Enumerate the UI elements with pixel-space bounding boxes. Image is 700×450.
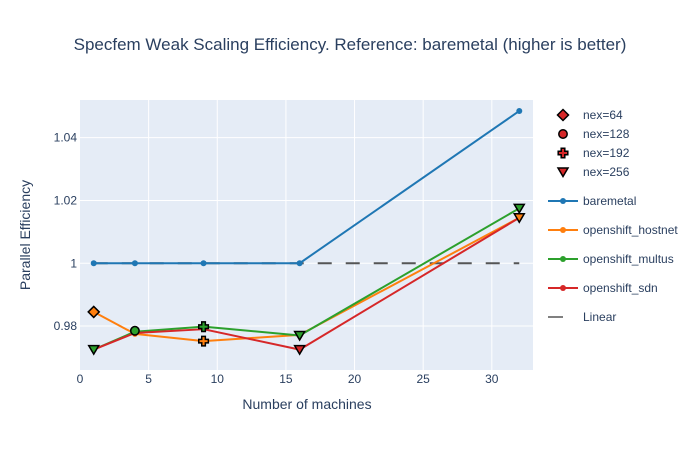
legend-marker-nex=128 (558, 129, 568, 139)
marker-layer (87, 203, 526, 356)
legend-label-openshift_multus[interactable]: openshift_multus (583, 252, 674, 266)
marker-nex=128 (129, 325, 140, 336)
marker-nex=256 (293, 330, 306, 342)
legend-label-nex=256[interactable]: nex=256 (583, 165, 630, 179)
x-tick-label: 15 (279, 372, 293, 386)
y-axis-title: Parallel Efficiency (17, 180, 33, 290)
legend-label-openshift_hostnet[interactable]: openshift_hostnet (583, 223, 678, 237)
y-tick-label: 1.02 (54, 193, 78, 207)
y-tick-label: 1.04 (54, 131, 78, 145)
legend-label-nex=64[interactable]: nex=64 (583, 108, 623, 122)
x-axis-title: Number of machines (242, 396, 371, 412)
x-tick-label: 0 (77, 372, 84, 386)
chart-title: Specfem Weak Scaling Efficiency. Referen… (74, 35, 627, 54)
legend-label-openshift_sdn[interactable]: openshift_sdn (583, 281, 658, 295)
legend-label-baremetal[interactable]: baremetal (583, 194, 636, 208)
marker-nex=256 (512, 203, 526, 215)
legend-point-openshift_multus (560, 256, 566, 262)
axis-ticks: 0 5 10 15 20 25 30 0.98 1 1.02 1.04 (54, 131, 499, 386)
legend-point-baremetal (560, 198, 566, 204)
marker-nex=192 (197, 335, 210, 347)
legend[interactable]: nex=64 nex=128 nex=192 nex=256 baremetal open… (548, 108, 678, 324)
legend-point-openshift_hostnet (560, 227, 566, 233)
series-point-baremetal (131, 260, 138, 267)
y-tick-label: 0.98 (54, 319, 78, 333)
series-point-baremetal (296, 260, 303, 267)
x-tick-label: 30 (485, 372, 499, 386)
x-tick-label: 10 (211, 372, 225, 386)
marker-nex=256 (512, 212, 526, 224)
legend-label-nex=192[interactable]: nex=192 (583, 146, 630, 160)
series-point-baremetal (200, 260, 207, 267)
series-point-baremetal (90, 260, 97, 267)
marker-nex=64 (87, 305, 101, 319)
y-tick-label: 1 (70, 256, 77, 270)
marker-nex=192 (197, 321, 210, 333)
plot-area (80, 100, 533, 370)
legend-label-nex=128[interactable]: nex=128 (583, 127, 630, 141)
legend-label-linear[interactable]: Linear (583, 310, 616, 324)
x-tick-label: 20 (348, 372, 362, 386)
legend-point-openshift_sdn (560, 285, 566, 291)
marker-nex=256 (87, 344, 101, 356)
legend-marker-nex=256 (556, 167, 570, 178)
legend-marker-nex=192 (557, 147, 569, 159)
legend-marker-nex=64 (556, 108, 570, 122)
x-tick-label: 5 (145, 372, 152, 386)
marker-nex=256 (293, 344, 306, 356)
x-tick-label: 25 (417, 372, 431, 386)
series-point-baremetal (516, 107, 523, 114)
